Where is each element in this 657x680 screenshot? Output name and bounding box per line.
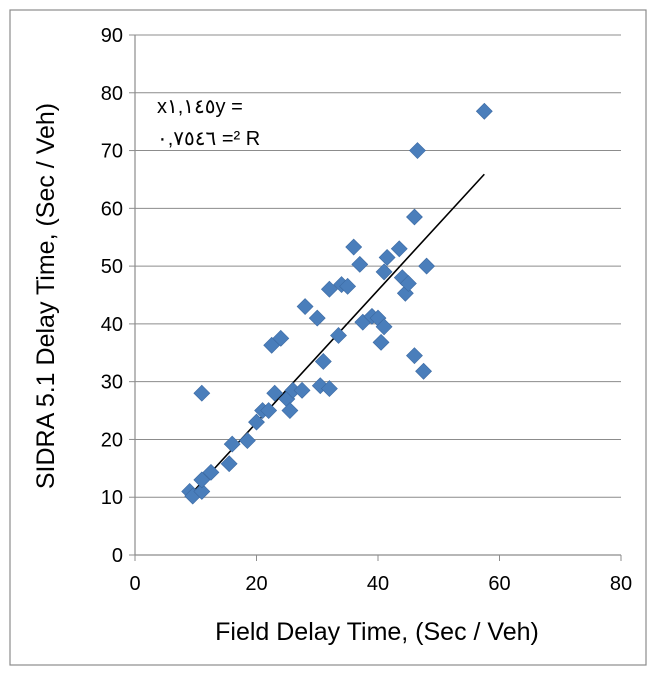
- data-point: [345, 238, 363, 256]
- y-tick-label: 60: [101, 198, 123, 220]
- x-tick-label: 60: [488, 573, 510, 595]
- y-tick-label: 70: [101, 141, 123, 163]
- data-point: [375, 318, 393, 336]
- axes: [129, 34, 622, 561]
- data-point: [475, 102, 493, 120]
- data-point: [193, 384, 211, 402]
- y-tick-label: 50: [101, 256, 123, 278]
- data-point: [296, 298, 314, 315]
- data-point: [406, 208, 423, 226]
- data-point: [193, 471, 211, 489]
- data-point: [314, 353, 332, 370]
- data-point: [339, 277, 357, 295]
- data-point: [320, 380, 338, 398]
- data-point: [260, 402, 278, 419]
- y-tick-label: 0: [112, 545, 123, 567]
- data-point: [320, 280, 338, 298]
- data-point: [223, 435, 241, 453]
- data-point: [378, 249, 396, 266]
- y-tick-label: 10: [101, 487, 123, 509]
- x-axis-label: Field Delay Time, (Sec / Veh): [215, 618, 539, 646]
- y-axis-label: SIDRA 5.1 Delay Time, (Sec / Veh): [32, 103, 60, 489]
- data-point: [293, 381, 311, 399]
- data-point: [220, 455, 238, 473]
- x-tick-label: 20: [245, 573, 267, 595]
- y-tick-label: 30: [101, 372, 123, 394]
- data-point: [375, 263, 393, 281]
- trendline-equation: x١,١٤٥y =: [157, 96, 243, 118]
- data-point: [351, 255, 369, 273]
- y-tick-label: 20: [101, 429, 123, 451]
- data-point: [266, 384, 284, 402]
- x-tick-label: 80: [610, 573, 632, 595]
- data-point: [272, 329, 290, 347]
- tick-labels: 0 10 20 30 40 50 60 70 80 90 0 20 40 60 80: [101, 25, 632, 595]
- chart-border: [9, 9, 647, 666]
- y-tick-label: 80: [101, 83, 123, 105]
- data-point: [409, 142, 426, 159]
- data-point: [193, 483, 211, 500]
- data-point: [248, 413, 265, 431]
- data-point: [418, 257, 436, 275]
- data-point: [281, 402, 299, 419]
- y-tick-label: 40: [101, 314, 123, 336]
- data-point: [390, 240, 408, 258]
- x-tick-label: 0: [129, 573, 140, 595]
- data-points: [181, 102, 493, 505]
- data-point: [330, 327, 347, 344]
- data-point: [238, 432, 256, 450]
- data-point: [308, 309, 326, 327]
- x-tick-label: 40: [367, 573, 389, 595]
- gridlines: [135, 34, 621, 498]
- data-point: [399, 275, 417, 292]
- data-point: [372, 333, 390, 351]
- data-point: [406, 347, 423, 365]
- data-point: [202, 463, 220, 481]
- y-tick-label: 90: [101, 25, 123, 47]
- data-point: [415, 362, 432, 380]
- r-squared-label: ٠,٧٥٤٦ =² R: [157, 128, 260, 150]
